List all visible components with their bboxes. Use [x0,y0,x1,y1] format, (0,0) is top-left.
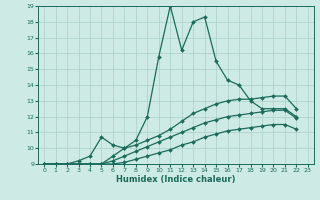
X-axis label: Humidex (Indice chaleur): Humidex (Indice chaleur) [116,175,236,184]
